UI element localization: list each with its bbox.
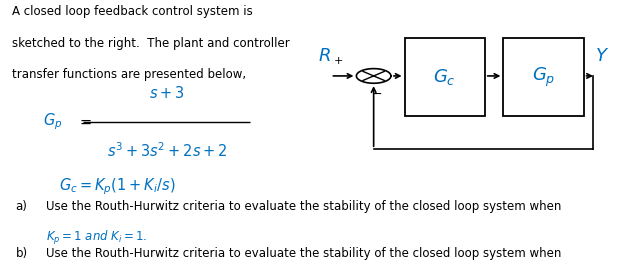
Text: Use the Routh-Hurwitz criteria to evaluate the stability of the closed loop syst: Use the Routh-Hurwitz criteria to evalua… — [47, 200, 562, 213]
Text: $G_p$: $G_p$ — [532, 66, 555, 89]
Text: $G_p$: $G_p$ — [43, 111, 63, 132]
Text: transfer functions are presented below,: transfer functions are presented below, — [13, 68, 246, 81]
Text: sketched to the right.  The plant and controller: sketched to the right. The plant and con… — [13, 37, 290, 50]
Text: $R$: $R$ — [318, 48, 331, 65]
Text: $s + 3$: $s + 3$ — [149, 85, 185, 101]
Text: a): a) — [16, 200, 28, 213]
Text: $K_p = 1$ and $K_i = 1.$: $K_p = 1$ and $K_i = 1.$ — [47, 229, 148, 247]
Bar — [404, 38, 485, 116]
Text: $G_c$: $G_c$ — [433, 67, 456, 87]
Text: b): b) — [16, 247, 28, 260]
Text: $Y$: $Y$ — [595, 48, 609, 65]
Bar — [503, 38, 583, 116]
Text: A closed loop feedback control system is: A closed loop feedback control system is — [13, 5, 253, 18]
Text: $=$: $=$ — [77, 114, 93, 129]
Text: Use the Routh-Hurwitz criteria to evaluate the stability of the closed loop syst: Use the Routh-Hurwitz criteria to evalua… — [47, 247, 562, 260]
Text: $s^3 + 3s^2 + 2s + 2$: $s^3 + 3s^2 + 2s + 2$ — [106, 141, 227, 160]
Text: $-$: $-$ — [371, 87, 382, 100]
Text: $+$: $+$ — [333, 55, 343, 66]
Text: $G_c = K_p(1 + K_i/s)$: $G_c = K_p(1 + K_i/s)$ — [59, 177, 176, 197]
